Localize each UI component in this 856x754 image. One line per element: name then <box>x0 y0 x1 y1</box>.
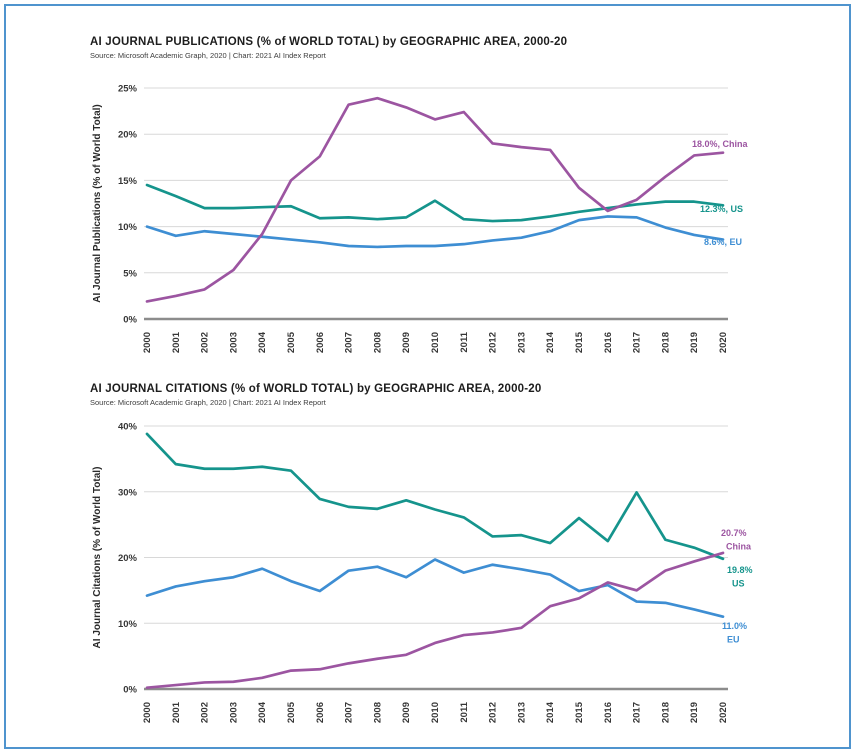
citations-chart-header: AI JOURNAL CITATIONS (% of WORLD TOTAL) … <box>90 383 542 407</box>
x-tick-label: 2018 <box>660 332 671 353</box>
series-line-us <box>145 183 725 223</box>
y-tick-label: 20% <box>118 553 138 564</box>
line-end-label-eu: 11.0% <box>722 621 747 631</box>
x-tick-label: 2011 <box>459 701 470 722</box>
x-tick-label: 2014 <box>545 331 556 353</box>
x-tick-label: 2019 <box>689 702 700 723</box>
citations-chart-source: Source: Microsoft Academic Graph, 2020 |… <box>90 398 326 407</box>
x-tick-label: 2005 <box>286 701 297 723</box>
series-line-china <box>145 551 725 690</box>
line-end-label-us: 19.8% <box>727 565 753 575</box>
y-axis-title: AI Journal Publications (% of World Tota… <box>92 104 103 303</box>
line-end-label-china: 20.7% <box>721 528 747 538</box>
x-tick-label: 2002 <box>200 702 211 723</box>
x-tick-label: 2006 <box>315 332 326 353</box>
x-tick-label: 2008 <box>372 702 383 723</box>
citations-plot: 0%10%20%30%40%2000 2001 2002 2003 2004 2005 20… <box>92 422 753 724</box>
x-tick-label: 2010 <box>430 702 441 723</box>
y-tick-label: 10% <box>118 222 138 233</box>
x-tick-label: 2001 <box>171 701 182 723</box>
x-tick-labels: 2000 2001 2002 2003 2004 2005 2006 2007 2008 2009… <box>142 331 729 353</box>
x-tick-label: 2000 <box>142 702 153 723</box>
x-tick-label: 2011 <box>459 331 470 352</box>
x-tick-label: 2016 <box>603 332 614 353</box>
line-end-label-us: US <box>732 579 745 589</box>
y-tick-label: 10% <box>118 619 138 630</box>
x-tick-label: 2004 <box>257 701 268 723</box>
x-tick-label: 2006 <box>315 702 326 723</box>
x-tick-label: 2009 <box>401 332 412 353</box>
line-end-label-us: 12.3%, US <box>700 204 743 214</box>
x-tick-label: 2015 <box>574 331 585 353</box>
y-tick-label: 5% <box>123 268 137 279</box>
x-tick-label: 2008 <box>372 332 383 353</box>
x-tick-label: 2018 <box>660 702 671 723</box>
line-end-label-china: China <box>726 542 752 552</box>
x-tick-label: 2003 <box>228 702 239 723</box>
y-tick-label: 25% <box>118 84 138 95</box>
series-line-eu <box>145 215 725 249</box>
x-tick-label: 2015 <box>574 701 585 723</box>
gridlines: 0% 5% 10% 15% 20% 25% <box>118 84 728 326</box>
line-end-label-eu: EU <box>727 635 740 645</box>
publications-plot: 0% 5% 10% 15% 20% 25% 2000 2001 2002 2003 2004 2005… <box>92 84 749 354</box>
x-tick-label: 2013 <box>516 332 527 353</box>
y-tick-label: 15% <box>118 176 138 187</box>
y-tick-label: 40% <box>118 422 138 433</box>
x-tick-label: 2013 <box>516 702 527 723</box>
publications-chart-header: AI JOURNAL PUBLICATIONS (% of WORLD TOTA… <box>90 36 567 60</box>
x-tick-label: 2012 <box>488 702 499 723</box>
line-end-label-china: 18.0%, China <box>692 139 749 149</box>
series-line-china <box>145 96 725 303</box>
gridlines: 0% 10% 20% 30% 40% <box>118 422 728 696</box>
y-axis-title: AI Journal Citations (% of World Total) <box>92 467 103 649</box>
x-tick-label: 2012 <box>488 332 499 353</box>
x-tick-label: 2003 <box>228 332 239 353</box>
x-tick-label: 2004 <box>257 331 268 353</box>
y-tick-label: 0% <box>123 315 137 326</box>
y-tick-label: 20% <box>118 130 138 141</box>
citations-chart-title: AI JOURNAL CITATIONS (% of WORLD TOTAL) … <box>90 383 542 395</box>
x-tick-label: 2009 <box>401 702 412 723</box>
x-tick-label: 2019 <box>689 332 700 353</box>
x-tick-labels: 2000 2001 2002 2003 2004 2005 2006 2007 2008 2009… <box>142 701 729 723</box>
x-tick-label: 2000 <box>142 332 153 353</box>
y-tick-label: 0% <box>123 685 137 696</box>
publications-chart-source: Source: Microsoft Academic Graph, 2020 |… <box>90 51 326 60</box>
x-tick-label: 2016 <box>603 702 614 723</box>
series-line-eu <box>145 558 725 619</box>
publications-chart-title: AI JOURNAL PUBLICATIONS (% of WORLD TOTA… <box>90 36 568 48</box>
y-tick-label: 30% <box>118 487 138 498</box>
x-tick-label: 2001 <box>171 331 182 353</box>
x-tick-label: 2005 <box>286 331 297 353</box>
x-tick-label: 2020 <box>718 702 729 723</box>
line-end-label-eu: 8.6%, EU <box>704 237 742 247</box>
x-tick-label: 2002 <box>200 332 211 353</box>
x-tick-label: 2014 <box>545 701 556 723</box>
series-line-us <box>145 432 725 561</box>
x-tick-label: 2017 <box>632 702 643 723</box>
x-tick-label: 2010 <box>430 332 441 353</box>
x-tick-label: 2007 <box>344 332 355 353</box>
x-tick-label: 2020 <box>718 332 729 353</box>
x-tick-label: 2007 <box>344 702 355 723</box>
x-tick-label: 2017 <box>632 332 643 353</box>
